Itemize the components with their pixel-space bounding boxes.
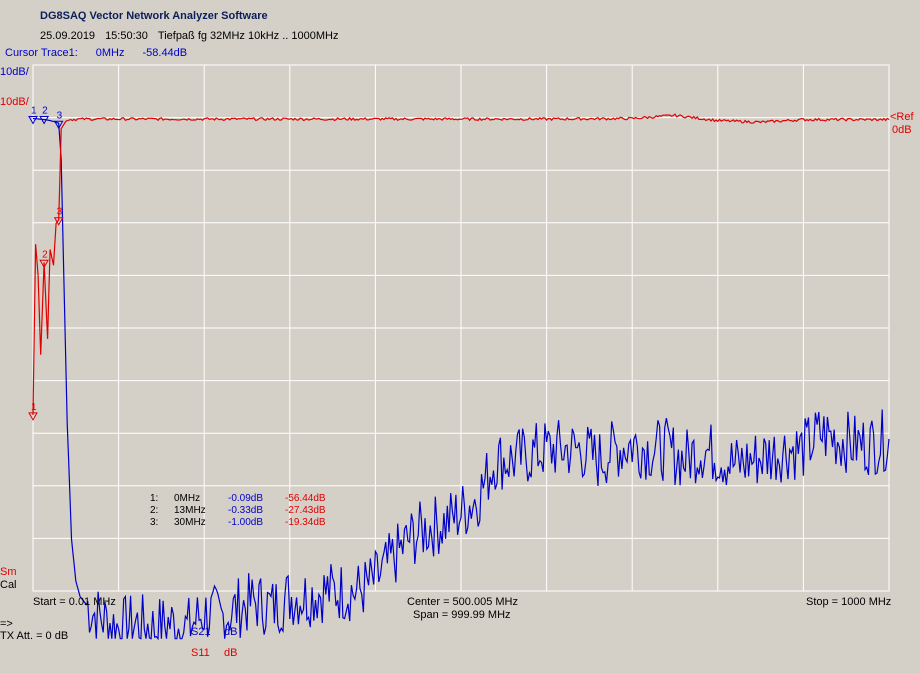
header-time: 15:50:30: [105, 30, 148, 42]
axis-center: Center = 500.005 MHz: [407, 596, 518, 608]
ref-value: 0dB: [892, 124, 912, 136]
marker-label: 1: [31, 402, 37, 413]
marker-label: 1: [31, 105, 37, 116]
marker-triangle: [53, 217, 64, 226]
marker-s21: -0.09dB: [228, 493, 264, 504]
marker-row: 3: 30MHz -1.00dB -19.34dB: [150, 517, 350, 529]
trace-s11: [32, 113, 890, 415]
marker-s21: -0.33dB: [228, 505, 264, 516]
tx-att[interactable]: TX Att. = 0 dB: [0, 630, 69, 642]
marker-triangle: [39, 115, 49, 125]
plot-frame: [32, 64, 890, 592]
chart-grid: [32, 64, 890, 592]
scale-label-red: 10dB/: [0, 96, 29, 108]
marker-triangle: [39, 259, 49, 269]
header-description: Tiefpaß fg 32MHz 10kHz .. 1000MHz: [157, 30, 339, 42]
marker-row: 1: 0MHz -0.09dB -56.44dB: [150, 493, 350, 505]
marker-idx: 2:: [150, 505, 159, 516]
marker-triangle: [28, 412, 38, 421]
cursor-freq: 0MHz: [95, 47, 125, 59]
marker-triangle: [28, 115, 38, 125]
marker-s21: -1.00dB: [228, 517, 264, 528]
marker-table: 1: 0MHz -0.09dB -56.44dB 2: 13MHz -0.33d…: [150, 493, 350, 529]
ref-label: <Ref: [890, 111, 914, 123]
s21-trace-unit: dB: [224, 626, 238, 638]
s21-trace-name[interactable]: S21: [191, 626, 211, 638]
trace-s21: [32, 117, 890, 641]
marker-triangle: [53, 120, 64, 130]
marker-label: 3: [57, 207, 63, 218]
cal-label: Cal: [0, 579, 17, 591]
smith-label: Sm: [0, 566, 17, 578]
chart-traces: [32, 113, 890, 641]
cursor-value: -58.44dB: [142, 47, 188, 59]
marker-freq: 30MHz: [174, 517, 206, 528]
s11-trace-unit: dB: [224, 647, 238, 659]
axis-start: Start = 0.01 MHz: [33, 596, 116, 608]
marker-idx: 3:: [150, 517, 159, 528]
app-title: DG8SAQ Vector Network Analyzer Software: [40, 10, 268, 22]
marker-freq: 13MHz: [174, 505, 206, 516]
header-date: 25.09.2019: [40, 30, 96, 42]
marker-label: 2: [42, 105, 48, 116]
axis-stop: Stop = 1000 MHz: [806, 596, 892, 608]
marker-s11: -56.44dB: [285, 493, 326, 504]
marker-s11: -19.34dB: [285, 517, 326, 528]
s11-trace-name[interactable]: S11: [191, 647, 210, 659]
header-line: 25.09.2019 15:50:30 Tiefpaß fg 32MHz 10kHz…: [40, 30, 348, 42]
marker-freq: 0MHz: [174, 493, 201, 504]
scale-label-blue: 10dB/: [0, 66, 29, 78]
cursor-readout: Cursor Trace1: 0MHz -58.44dB: [5, 47, 205, 59]
marker-idx: 1:: [150, 493, 159, 504]
marker-row: 2: 13MHz -0.33dB -27.43dB: [150, 505, 350, 517]
footer-arrow: =>: [0, 618, 13, 630]
marker-s11: -27.43dB: [285, 505, 326, 516]
marker-label: 2: [42, 249, 48, 260]
cursor-label: Cursor Trace1:: [5, 47, 78, 59]
axis-span: Span = 999.99 MHz: [413, 609, 511, 621]
marker-label: 3: [57, 110, 63, 121]
